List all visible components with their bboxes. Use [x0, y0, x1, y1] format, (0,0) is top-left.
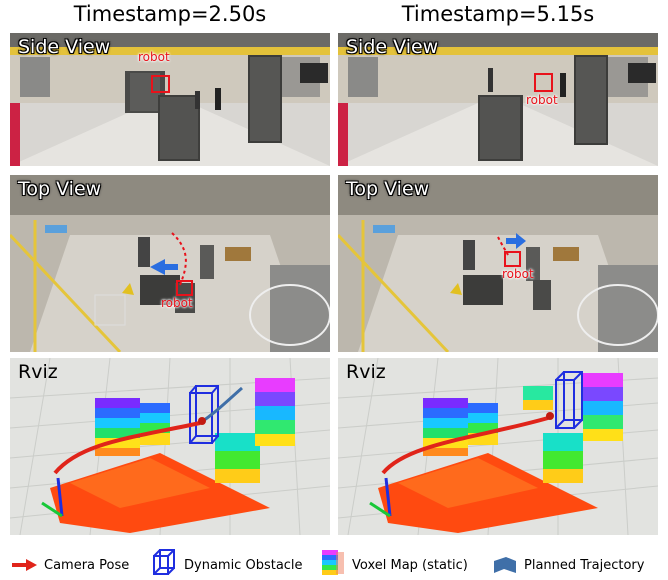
side-view-label: Side View — [346, 36, 439, 58]
legend-planned-trajectory-label: Planned Trajectory — [524, 557, 645, 573]
legend-voxel-map-label: Voxel Map (static) — [352, 557, 468, 573]
rviz-label: Rviz — [18, 361, 58, 383]
legend-dynamic-obstacle-label: Dynamic Obstacle — [184, 557, 303, 573]
legend: Camera Pose Dynamic Obstacle Voxel Map (… — [0, 540, 668, 580]
robot-label: robot — [138, 50, 170, 64]
top-view-label: Top View — [18, 178, 102, 200]
robot-label: robot — [161, 296, 193, 310]
robot-highlight-box — [534, 73, 553, 92]
top-view-right-photo: Top View robot — [338, 175, 658, 352]
top-view-left-photo: Top View robot — [10, 175, 330, 352]
rviz-right-render: Rviz — [338, 358, 658, 535]
legend-camera-pose: Camera Pose — [12, 554, 129, 576]
top-view-label: Top View — [346, 178, 430, 200]
side-view-right-photo: Side View robot — [338, 33, 658, 166]
column-title-right: Timestamp=5.15s — [401, 2, 595, 26]
legend-dynamic-obstacle: Dynamic Obstacle — [152, 549, 303, 576]
robot-label: robot — [502, 267, 534, 281]
voxel-map-icon — [322, 550, 344, 575]
legend-voxel-map: Voxel Map (static) — [320, 550, 468, 576]
planned-trajectory-icon — [494, 557, 516, 573]
robot-highlight-box — [151, 75, 170, 93]
rviz-left-render: Rviz — [10, 358, 330, 535]
robot-highlight-box — [176, 280, 193, 296]
legend-planned-trajectory: Planned Trajectory — [492, 554, 644, 576]
robot-highlight-box — [504, 251, 521, 267]
side-view-left-photo: Side View robot — [10, 33, 330, 166]
legend-camera-pose-label: Camera Pose — [44, 557, 130, 573]
camera-pose-arrow-icon — [12, 559, 37, 571]
column-title-left: Timestamp=2.50s — [73, 2, 267, 26]
rviz-label: Rviz — [346, 361, 386, 383]
side-view-label: Side View — [18, 36, 111, 58]
dynamic-obstacle-box-icon — [153, 549, 175, 575]
robot-label: robot — [526, 93, 558, 107]
